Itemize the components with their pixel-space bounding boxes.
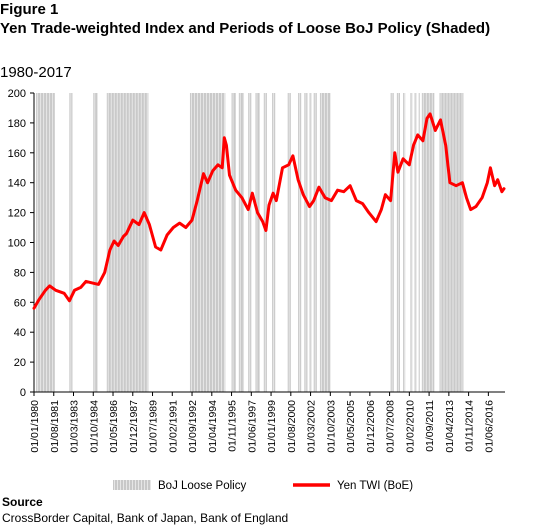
shaded-band: [255, 93, 260, 392]
shaded-band: [421, 93, 435, 392]
y-tick-label: 140: [8, 178, 26, 190]
x-tick-label: 01/11/2014: [464, 400, 476, 452]
chart-title: Yen Trade-weighted Index and Periods of …: [0, 20, 491, 37]
y-tick-label: 200: [8, 88, 26, 100]
x-tick-label: 01/05/1986: [108, 400, 120, 453]
x-tick-label: 01/02/1991: [167, 400, 179, 453]
legend: BoJ Loose Policy Yen TWI (BoE): [113, 480, 413, 492]
x-tick-label: 01/07/1989: [148, 400, 160, 453]
x-tick-label: 01/04/1994: [207, 400, 219, 453]
x-tick-label: 01/10/2003: [325, 400, 337, 453]
shaded-band: [231, 93, 236, 392]
shaded-band: [439, 93, 464, 392]
shaded-band: [319, 93, 331, 392]
shaded-band: [418, 93, 420, 392]
source-text: CrossBorder Capital, Bank of Japan, Bank…: [2, 511, 289, 525]
x-axis: 01/01/1980 01/08/1981 01/03/1983 01/10/1984…: [29, 391, 505, 453]
y-tick-label: 120: [8, 208, 26, 220]
y-axis: 0 20 40 60 80 100 120 140 160 180 200: [8, 88, 35, 399]
x-tick-label: 01/06/2016: [483, 400, 495, 453]
x-tick-label: 01/09/2011: [424, 400, 436, 452]
x-tick-label: 01/12/1987: [128, 400, 140, 453]
y-tick-label: 100: [8, 238, 26, 250]
y-tick-label: 80: [14, 267, 26, 279]
x-tick-label: 01/03/1983: [69, 400, 81, 453]
x-tick-label: 01/09/1992: [187, 400, 199, 453]
legend-label-line: Yen TWI (BoE): [337, 480, 413, 492]
legend-label-shaded: BoJ Loose Policy: [158, 480, 246, 492]
x-tick-label: 01/06/1997: [246, 400, 258, 453]
source-heading: Source: [2, 495, 43, 509]
shaded-band: [36, 93, 55, 392]
shaded-periods: [36, 93, 464, 392]
x-tick-label: 01/08/2000: [286, 400, 298, 453]
y-tick-label: 60: [14, 297, 26, 309]
x-tick-label: 01/01/1999: [266, 400, 278, 453]
x-tick-label: 01/03/2002: [306, 400, 318, 453]
x-tick-label: 01/02/2010: [404, 400, 416, 453]
x-tick-label: 01/05/2005: [345, 400, 357, 453]
x-tick-label: 01/07/2008: [385, 400, 397, 453]
series-line: [32, 112, 506, 310]
y-tick-label: 20: [14, 357, 26, 369]
chart-subtitle: 1980-2017: [0, 64, 72, 81]
shaded-band: [238, 93, 245, 392]
x-tick-label: 01/01/1980: [29, 400, 41, 453]
figure-label: Figure 1: [0, 1, 59, 18]
y-tick-label: 40: [14, 327, 26, 339]
x-tick-label: 01/08/1981: [49, 400, 61, 453]
shaded-band: [93, 93, 98, 392]
x-tick-label: 01/04/2013: [444, 400, 456, 453]
y-tick-label: 0: [20, 387, 26, 399]
x-tick-label: 01/12/2006: [365, 400, 377, 453]
data-series: [32, 112, 506, 310]
shaded-band: [189, 93, 226, 392]
y-tick-label: 160: [8, 148, 26, 160]
y-tick-label: 180: [8, 118, 26, 130]
x-tick-label: 01/10/1984: [88, 400, 100, 453]
x-tick-label: 01/11/1995: [227, 400, 239, 452]
